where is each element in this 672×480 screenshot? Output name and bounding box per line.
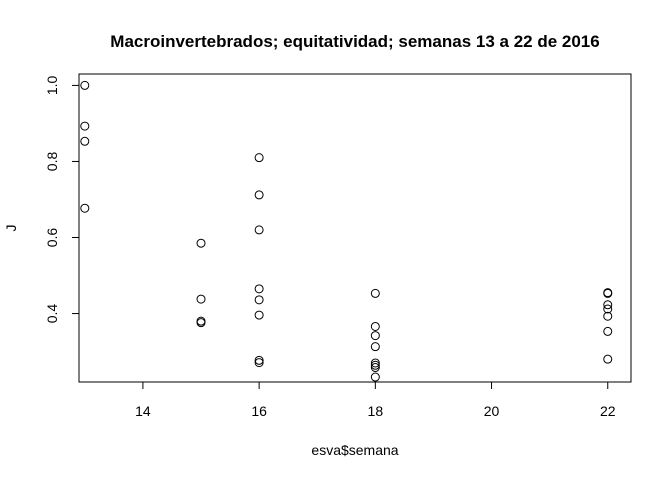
data-points xyxy=(80,80,613,382)
x-axis-label: esva$semana xyxy=(311,442,398,458)
data-point xyxy=(370,358,380,368)
y-axis-label: J xyxy=(3,225,19,232)
chart-title: Macroinvertebrados; equitatividad; seman… xyxy=(110,32,599,51)
x-tick-label: 16 xyxy=(251,403,267,419)
data-point xyxy=(254,355,264,365)
data-point xyxy=(196,294,206,304)
data-point xyxy=(196,238,206,248)
y-tick-label: 0.6 xyxy=(44,228,60,248)
data-point xyxy=(603,288,613,298)
data-point xyxy=(254,358,264,368)
data-point xyxy=(254,295,264,305)
data-point xyxy=(196,318,206,328)
x-axis: 14 16 18 20 22 xyxy=(135,381,616,419)
plot-frame xyxy=(78,73,632,383)
y-tick-label: 1.0 xyxy=(44,75,60,95)
data-point xyxy=(254,225,264,235)
data-point xyxy=(603,300,613,310)
data-point xyxy=(80,121,90,131)
data-point xyxy=(370,321,380,331)
x-tick-label: 18 xyxy=(368,403,384,419)
data-point xyxy=(370,342,380,352)
data-point xyxy=(254,153,264,163)
data-point xyxy=(80,203,90,213)
data-point xyxy=(370,288,380,298)
data-point xyxy=(80,80,90,90)
x-tick-label: 22 xyxy=(600,403,616,419)
data-point xyxy=(254,190,264,200)
data-point xyxy=(603,304,613,314)
data-point xyxy=(603,326,613,336)
data-point xyxy=(370,331,380,341)
y-axis: 0.4 0.6 0.8 1.0 xyxy=(44,75,80,324)
data-point xyxy=(603,354,613,364)
data-point xyxy=(254,310,264,320)
data-point xyxy=(370,363,380,373)
data-point xyxy=(80,136,90,146)
y-tick-label: 0.4 xyxy=(44,304,60,324)
data-point xyxy=(254,284,264,294)
x-tick-label: 20 xyxy=(484,403,500,419)
data-point xyxy=(370,372,380,382)
data-point xyxy=(370,360,380,370)
y-tick-label: 0.8 xyxy=(44,152,60,172)
data-point xyxy=(603,311,613,321)
x-tick-label: 14 xyxy=(135,403,151,419)
